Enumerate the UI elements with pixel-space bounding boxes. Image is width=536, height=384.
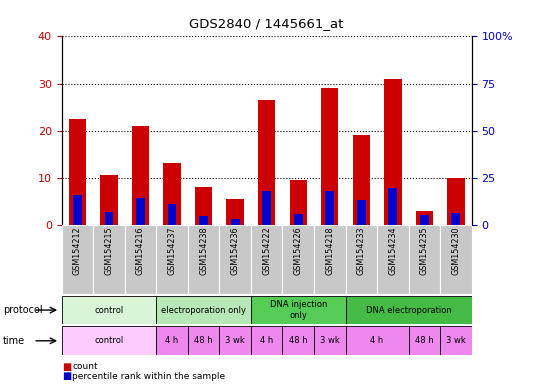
Bar	[353, 135, 370, 225]
Bar	[314, 326, 346, 355]
Bar	[62, 326, 157, 355]
Text: GSM154230: GSM154230	[451, 227, 460, 275]
Bar	[314, 225, 346, 294]
Bar	[294, 214, 303, 225]
Text: GSM154235: GSM154235	[420, 227, 429, 275]
Text: GSM154218: GSM154218	[325, 227, 334, 275]
Text: percentile rank within the sample: percentile rank within the sample	[72, 372, 226, 381]
Bar	[289, 180, 307, 225]
Bar	[132, 126, 149, 225]
Bar	[62, 225, 93, 294]
Bar	[346, 296, 472, 324]
Text: electroporation only: electroporation only	[161, 306, 246, 314]
Bar	[440, 225, 472, 294]
Text: control: control	[94, 336, 124, 345]
Bar	[195, 187, 212, 225]
Bar	[408, 326, 440, 355]
Bar	[408, 225, 440, 294]
Text: GSM154212: GSM154212	[73, 227, 82, 275]
Bar	[416, 210, 433, 225]
Text: time: time	[3, 336, 25, 346]
Bar	[226, 199, 244, 225]
Bar	[389, 188, 397, 225]
Bar	[157, 296, 251, 324]
Bar	[105, 212, 114, 225]
Bar	[69, 119, 86, 225]
Bar	[251, 326, 282, 355]
Bar	[440, 326, 472, 355]
Bar	[447, 178, 465, 225]
Bar	[384, 79, 401, 225]
Bar	[325, 191, 334, 225]
Bar	[157, 326, 188, 355]
Bar	[136, 198, 145, 225]
Text: ■: ■	[62, 362, 71, 372]
Bar	[163, 164, 181, 225]
Text: 48 h: 48 h	[289, 336, 308, 345]
Bar	[321, 88, 338, 225]
Text: 4 h: 4 h	[260, 336, 273, 345]
Bar	[100, 175, 117, 225]
Text: 3 wk: 3 wk	[446, 336, 466, 345]
Bar	[282, 326, 314, 355]
Bar	[258, 100, 276, 225]
Bar	[451, 214, 460, 225]
Text: ■: ■	[62, 371, 71, 381]
Text: DNA injection
only: DNA injection only	[270, 300, 327, 320]
Text: 48 h: 48 h	[415, 336, 434, 345]
Text: count: count	[72, 362, 98, 371]
Text: GSM154233: GSM154233	[357, 227, 366, 275]
Text: GSM154216: GSM154216	[136, 227, 145, 275]
Text: GSM154237: GSM154237	[168, 227, 176, 275]
Text: GSM154222: GSM154222	[262, 227, 271, 275]
Bar	[168, 204, 176, 225]
Bar	[93, 225, 125, 294]
Bar	[420, 215, 429, 225]
Text: DNA electroporation: DNA electroporation	[366, 306, 451, 314]
Bar	[282, 225, 314, 294]
Text: GSM154226: GSM154226	[294, 227, 303, 275]
Text: 3 wk: 3 wk	[225, 336, 245, 345]
Bar	[251, 296, 346, 324]
Bar	[230, 219, 240, 225]
Bar	[262, 191, 271, 225]
Bar	[346, 326, 408, 355]
Bar	[219, 225, 251, 294]
Text: GSM154236: GSM154236	[230, 227, 240, 275]
Text: control: control	[94, 306, 124, 314]
Text: protocol: protocol	[3, 305, 42, 315]
Bar	[62, 296, 157, 324]
Bar	[157, 225, 188, 294]
Text: GSM154215: GSM154215	[105, 227, 114, 275]
Text: 4 h: 4 h	[166, 336, 178, 345]
Text: 48 h: 48 h	[194, 336, 213, 345]
Text: 4 h: 4 h	[370, 336, 384, 345]
Bar	[199, 216, 208, 225]
Bar	[73, 195, 82, 225]
Bar	[377, 225, 408, 294]
Text: GSM154238: GSM154238	[199, 227, 208, 275]
Bar	[188, 326, 219, 355]
Bar	[357, 200, 366, 225]
Text: GSM154234: GSM154234	[388, 227, 397, 275]
Text: 3 wk: 3 wk	[320, 336, 340, 345]
Bar	[188, 225, 219, 294]
Bar	[251, 225, 282, 294]
Bar	[219, 326, 251, 355]
Bar	[125, 225, 157, 294]
Text: GDS2840 / 1445661_at: GDS2840 / 1445661_at	[189, 17, 344, 30]
Bar	[346, 225, 377, 294]
